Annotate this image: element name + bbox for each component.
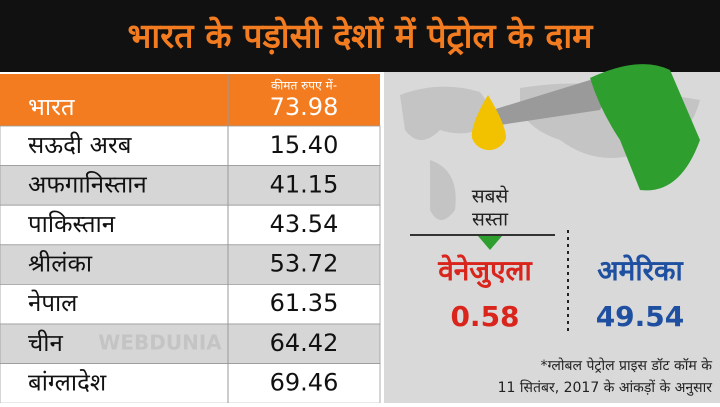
cheapest-price: 0.58: [450, 300, 519, 333]
price: 69.46: [270, 368, 339, 396]
table-row: [0, 125, 381, 166]
petrol-drop: [471, 95, 506, 151]
usa-price: 49.54: [596, 300, 685, 333]
country-name: अफगानिस्तान: [28, 170, 147, 198]
country-name: सऊदी अरब: [28, 131, 133, 159]
cheapest-country: वेनेजुएला: [437, 254, 533, 288]
cheapest-label: सबसे: [472, 185, 510, 208]
country-name: भारत: [28, 93, 76, 121]
pump-handle: [590, 64, 700, 191]
price: 73.98: [270, 93, 339, 121]
usa-country: अमेरिका: [597, 254, 684, 287]
cheapest-label: सस्ता: [472, 209, 509, 231]
footnote: 11 सितंबर, 2017 के आंकड़ों के अनुसार: [498, 379, 713, 396]
country-name: श्रीलंका: [28, 250, 93, 278]
header-row: [0, 74, 380, 126]
footnote: *ग्लोबल पेट्रोल प्राइस डॉट कॉम के: [540, 357, 712, 374]
country-name: बांग्लादेश: [28, 368, 107, 396]
title: भारत के पड़ोसी देशों में पेट्रोल के दाम: [128, 16, 595, 57]
price: 41.15: [270, 170, 339, 198]
country-name: पाकिस्तान: [28, 210, 116, 238]
pointer: [478, 236, 502, 250]
header-label: कीमत रुपए में-: [271, 79, 337, 93]
table-row: [0, 165, 381, 206]
country-name: चीन: [28, 329, 63, 357]
table-row: [0, 363, 381, 404]
country-name: नेपाल: [28, 289, 78, 317]
watermark: WEBDUNIA: [98, 331, 222, 355]
price: 15.40: [270, 131, 339, 159]
table-row: [0, 323, 381, 364]
table-row: [0, 283, 381, 325]
pump-nozzle: [486, 80, 610, 125]
table-row: [0, 204, 381, 246]
price: 43.54: [270, 210, 339, 238]
price: 53.72: [270, 250, 339, 278]
price: 64.42: [270, 329, 339, 357]
price: 61.35: [270, 289, 339, 317]
price-table: कीमत रुपए में- भारत 73.98 सऊदी अरब 15.40 अफगा…: [0, 74, 381, 404]
title-bar: [0, 0, 720, 72]
table-row: [0, 244, 381, 285]
